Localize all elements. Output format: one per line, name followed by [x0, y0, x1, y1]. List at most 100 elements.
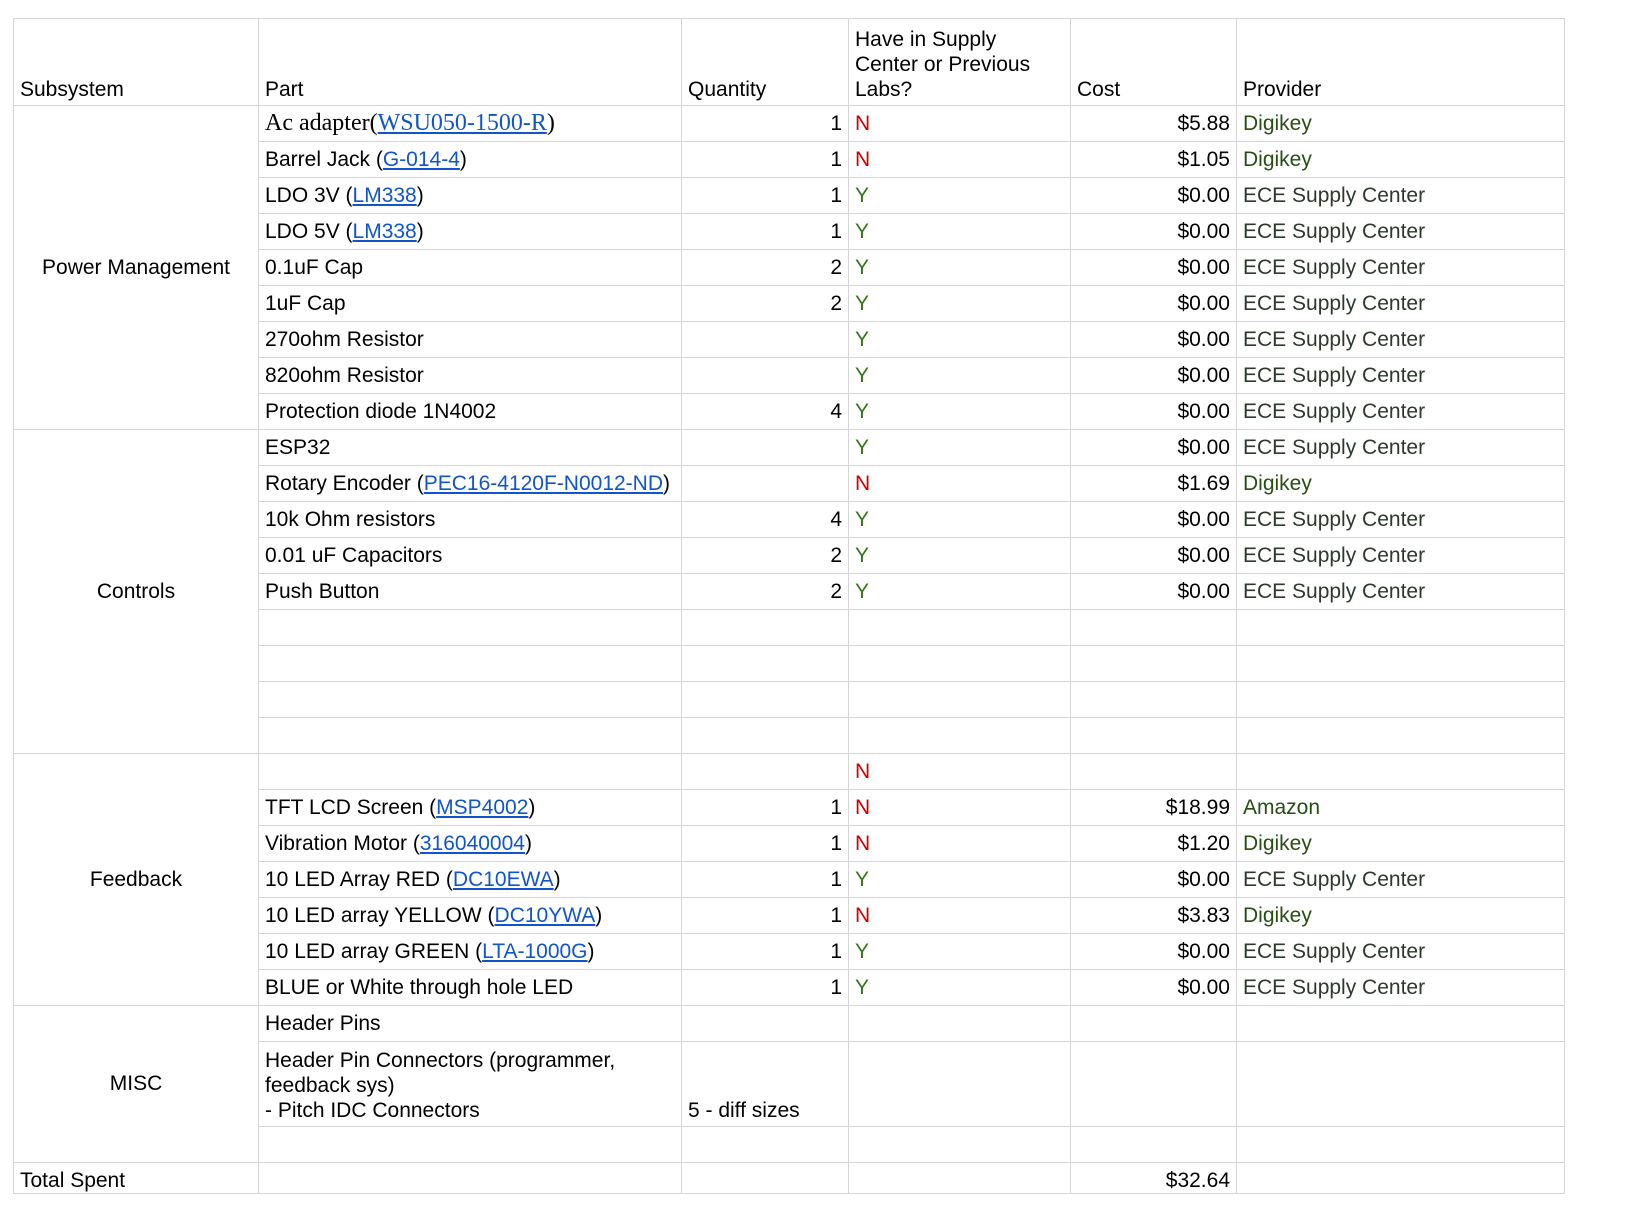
quantity-cell[interactable]: 1 — [681, 969, 849, 1006]
part-cell[interactable]: 10k Ohm resistors — [258, 501, 682, 538]
quantity-cell[interactable]: 1 — [681, 861, 849, 898]
have-cell[interactable] — [848, 1005, 1071, 1042]
part-cell[interactable]: Rotary Encoder (PEC16-4120F-N0012-ND) — [258, 465, 682, 502]
have-cell[interactable]: Y — [848, 249, 1071, 286]
cost-cell[interactable]: $0.00 — [1070, 177, 1237, 214]
provider-cell[interactable]: Digikey — [1236, 465, 1565, 502]
quantity-cell[interactable] — [681, 357, 849, 394]
provider-cell[interactable] — [1236, 717, 1565, 754]
quantity-cell[interactable] — [681, 753, 849, 790]
have-cell[interactable]: N — [848, 105, 1071, 142]
provider-cell[interactable]: ECE Supply Center — [1236, 501, 1565, 538]
part-number-link[interactable]: WSU050-1500-R — [377, 110, 547, 136]
part-number-link[interactable]: DC10YWA — [494, 903, 596, 927]
have-cell[interactable]: Y — [848, 861, 1071, 898]
quantity-cell[interactable]: 1 — [681, 141, 849, 178]
cost-cell[interactable]: $0.00 — [1070, 933, 1237, 970]
part-cell[interactable]: Header Pin Connectors (programmer, feedb… — [258, 1041, 682, 1127]
have-cell[interactable] — [848, 609, 1071, 646]
cost-cell[interactable]: $0.00 — [1070, 429, 1237, 466]
have-cell[interactable]: Y — [848, 321, 1071, 358]
part-number-link[interactable]: LM338 — [352, 183, 417, 207]
header-have[interactable]: Have in Supply Center or Previous Labs? — [848, 18, 1071, 106]
have-cell[interactable]: N — [848, 465, 1071, 502]
part-cell[interactable]: 0.01 uF Capacitors — [258, 537, 682, 574]
part-cell[interactable]: 0.1uF Cap — [258, 249, 682, 286]
part-number-link[interactable]: LTA-1000G — [482, 939, 588, 963]
part-cell[interactable] — [258, 753, 682, 790]
have-cell[interactable] — [848, 1126, 1071, 1163]
have-cell[interactable]: Y — [848, 177, 1071, 214]
have-cell[interactable] — [848, 645, 1071, 682]
header-part[interactable]: Part — [258, 18, 682, 106]
part-number-link[interactable]: G-014-4 — [382, 147, 460, 171]
part-cell[interactable] — [258, 645, 682, 682]
provider-cell[interactable] — [1236, 609, 1565, 646]
cost-cell[interactable]: $0.00 — [1070, 357, 1237, 394]
total-provider-cell[interactable] — [1236, 1162, 1565, 1194]
part-cell[interactable]: 10 LED Array RED (DC10EWA) — [258, 861, 682, 898]
cost-cell[interactable] — [1070, 1041, 1237, 1127]
header-quantity[interactable]: Quantity — [681, 18, 849, 106]
cost-cell[interactable] — [1070, 609, 1237, 646]
total-value[interactable]: $32.64 — [1070, 1162, 1237, 1194]
part-cell[interactable] — [258, 609, 682, 646]
total-part-cell[interactable] — [258, 1162, 682, 1194]
part-cell[interactable]: BLUE or White through hole LED — [258, 969, 682, 1006]
part-cell[interactable]: LDO 5V (LM338) — [258, 213, 682, 250]
provider-cell[interactable]: ECE Supply Center — [1236, 357, 1565, 394]
have-cell[interactable]: Y — [848, 285, 1071, 322]
part-cell[interactable]: Push Button — [258, 573, 682, 610]
provider-cell[interactable] — [1236, 681, 1565, 718]
quantity-cell[interactable]: 1 — [681, 789, 849, 826]
provider-cell[interactable]: ECE Supply Center — [1236, 213, 1565, 250]
provider-cell[interactable]: ECE Supply Center — [1236, 285, 1565, 322]
have-cell[interactable]: Y — [848, 357, 1071, 394]
quantity-cell[interactable]: 1 — [681, 177, 849, 214]
quantity-cell[interactable] — [681, 1126, 849, 1163]
have-cell[interactable]: N — [848, 789, 1071, 826]
quantity-cell[interactable]: 1 — [681, 213, 849, 250]
quantity-cell[interactable]: 4 — [681, 501, 849, 538]
provider-cell[interactable]: ECE Supply Center — [1236, 249, 1565, 286]
cost-cell[interactable]: $0.00 — [1070, 501, 1237, 538]
quantity-cell[interactable]: 1 — [681, 897, 849, 934]
cost-cell[interactable]: $0.00 — [1070, 393, 1237, 430]
subsystem-cell-power[interactable]: Power Management — [13, 105, 259, 430]
cost-cell[interactable]: $0.00 — [1070, 969, 1237, 1006]
provider-cell[interactable]: Amazon — [1236, 789, 1565, 826]
quantity-cell[interactable]: 2 — [681, 285, 849, 322]
cost-cell[interactable]: $0.00 — [1070, 537, 1237, 574]
have-cell[interactable]: N — [848, 141, 1071, 178]
quantity-cell[interactable]: 1 — [681, 105, 849, 142]
provider-cell[interactable]: ECE Supply Center — [1236, 177, 1565, 214]
cost-cell[interactable]: $0.00 — [1070, 285, 1237, 322]
quantity-cell[interactable]: 2 — [681, 537, 849, 574]
cost-cell[interactable]: $0.00 — [1070, 321, 1237, 358]
part-cell[interactable]: Barrel Jack (G-014-4) — [258, 141, 682, 178]
provider-cell[interactable]: Digikey — [1236, 105, 1565, 142]
have-cell[interactable]: Y — [848, 969, 1071, 1006]
part-number-link[interactable]: PEC16-4120F-N0012-ND — [423, 471, 664, 495]
total-have-cell[interactable] — [848, 1162, 1071, 1194]
have-cell[interactable]: Y — [848, 933, 1071, 970]
total-quantity-cell[interactable] — [681, 1162, 849, 1194]
provider-cell[interactable]: ECE Supply Center — [1236, 933, 1565, 970]
provider-cell[interactable]: ECE Supply Center — [1236, 321, 1565, 358]
part-cell[interactable]: LDO 3V (LM338) — [258, 177, 682, 214]
subsystem-cell-feedback[interactable]: Feedback — [13, 753, 259, 1006]
part-cell[interactable]: Ac adapter(WSU050-1500-R) — [258, 105, 682, 142]
have-cell[interactable] — [848, 681, 1071, 718]
part-cell[interactable] — [258, 717, 682, 754]
quantity-cell[interactable]: 1 — [681, 825, 849, 862]
have-cell[interactable]: Y — [848, 429, 1071, 466]
quantity-cell[interactable] — [681, 681, 849, 718]
provider-cell[interactable]: Digikey — [1236, 141, 1565, 178]
subsystem-cell-controls[interactable]: Controls — [13, 429, 259, 754]
part-number-link[interactable]: DC10EWA — [452, 867, 554, 891]
part-cell[interactable]: Protection diode 1N4002 — [258, 393, 682, 430]
have-cell[interactable]: N — [848, 897, 1071, 934]
provider-cell[interactable] — [1236, 753, 1565, 790]
cost-cell[interactable]: $18.99 — [1070, 789, 1237, 826]
part-cell[interactable]: ESP32 — [258, 429, 682, 466]
